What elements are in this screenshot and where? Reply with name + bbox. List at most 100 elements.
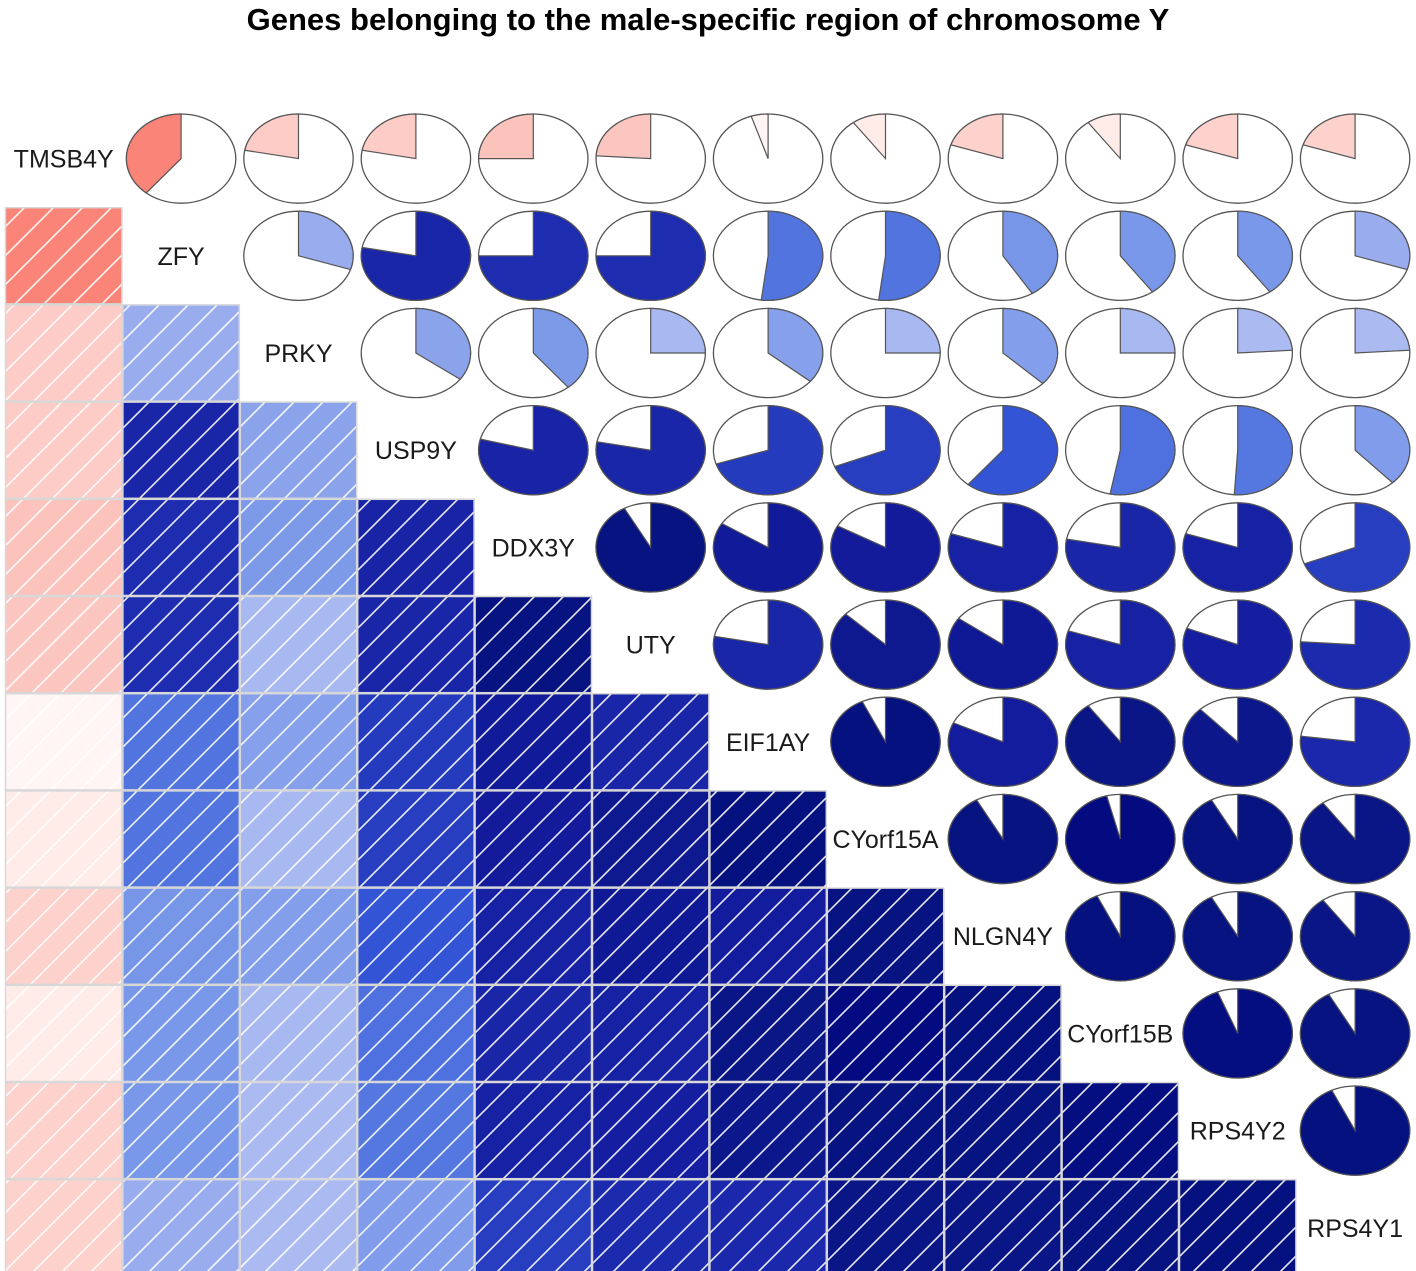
pie-slice (1065, 793, 1176, 885)
shade-cell-cyorf15b-prky (239, 984, 358, 1083)
pie-cell-ddx3y-cyorf15a (830, 502, 941, 593)
pie-cell-ddx3y-uty (595, 502, 707, 593)
pie-cell-prky-rps4y1 (1299, 307, 1411, 399)
diagonal-label-cyorf15a: CYorf15A (832, 826, 938, 854)
pie-cell-eif1ay-nlgn4y (947, 696, 1059, 788)
pie-cell-rps4y2-rps4y1 (1299, 1085, 1411, 1176)
pie-slice (1299, 696, 1411, 787)
pie-slice (1237, 307, 1293, 354)
diagonal-label-eif1ay: EIF1AY (726, 729, 811, 757)
shade-cell-rps4y1-cyorf15a (826, 1178, 945, 1271)
pie-slice (1299, 1085, 1411, 1176)
pie-cell-usp9y-cyorf15b (1064, 404, 1176, 496)
pie-slice (297, 210, 354, 271)
shade-cell-usp9y-prky (239, 401, 358, 500)
pie-slice (1237, 210, 1293, 293)
shade-cell-cyorf15a-ddx3y (474, 790, 593, 888)
shade-cell-rps4y1-ddx3y (474, 1178, 593, 1271)
pie-cell-uty-nlgn4y (947, 599, 1059, 690)
pie-slice (1065, 696, 1176, 787)
pie-cell-prky-eif1ay (712, 307, 824, 399)
pie-slice (1354, 307, 1411, 354)
shade-cell-uty-prky (239, 595, 358, 694)
pie-cell-tmsb4y-eif1ay (712, 113, 824, 204)
shade-cell-uty-usp9y (356, 595, 475, 694)
pie-slice (1299, 890, 1411, 982)
pie-slice (830, 502, 941, 593)
pie-slice (595, 113, 652, 160)
pie-slice (947, 599, 1059, 690)
shade-cell-cyorf15a-prky (239, 790, 358, 888)
pie-cell-prky-rps4y2 (1182, 307, 1294, 399)
pie-slice (1182, 502, 1294, 593)
shade-cell-eif1ay-prky (239, 692, 358, 791)
shade-cell-cyorf15b-tmsb4y (4, 984, 123, 1083)
pie-cell-zfy-eif1ay (712, 210, 824, 302)
pie-slice (767, 307, 824, 383)
cells-layer: TMSB4Y ZFY PRKY USP9Y DDX3Y UTY EIF1AY CYorf15A… (4, 113, 1411, 1271)
shade-cell-nlgn4y-prky (239, 887, 358, 986)
pie-slice (947, 793, 1059, 885)
pie-slice (1119, 210, 1176, 293)
shade-cell-cyorf15a-tmsb4y (4, 790, 123, 888)
pie-cell-nlgn4y-rps4y1 (1299, 890, 1411, 982)
pie-cell-usp9y-uty (595, 404, 707, 496)
shade-cell-nlgn4y-cyorf15a (826, 887, 945, 986)
pie-slice (1302, 113, 1356, 160)
shade-cell-cyorf15b-nlgn4y (943, 984, 1062, 1083)
pie-slice (1087, 113, 1121, 161)
shade-cell-cyorf15a-usp9y (356, 790, 475, 888)
pie-cell-nlgn4y-rps4y2 (1182, 890, 1294, 982)
pie-cell-cyorf15a-nlgn4y (947, 793, 1059, 885)
shade-cell-nlgn4y-ddx3y (474, 887, 593, 986)
pie-slice (1354, 404, 1411, 484)
shade-cell-usp9y-tmsb4y (4, 401, 123, 500)
pie-slice (1182, 696, 1293, 787)
pie-slice (1109, 404, 1176, 496)
pie-slice (830, 696, 941, 787)
pie-slice (1182, 988, 1293, 1079)
shade-cell-nlgn4y-uty (591, 887, 710, 986)
shade-cell-rps4y1-zfy (122, 1178, 241, 1271)
pie-cell-cyorf15a-rps4y2 (1182, 793, 1294, 885)
pie-slice (1354, 210, 1411, 271)
shade-cell-nlgn4y-tmsb4y (4, 887, 123, 986)
pie-cell-cyorf15a-cyorf15b (1064, 793, 1176, 885)
shade-cell-cyorf15b-zfy (122, 984, 241, 1083)
shade-cell-usp9y-zfy (122, 401, 241, 500)
pie-slice (1002, 307, 1059, 385)
shade-cell-rps4y1-uty (591, 1178, 710, 1271)
shade-cell-nlgn4y-zfy (122, 887, 241, 986)
diagonal-label-prky: PRKY (264, 340, 332, 368)
pie-cell-usp9y-rps4y2 (1182, 404, 1294, 496)
shade-cell-rps4y1-cyorf15b (1061, 1178, 1180, 1271)
pie-slice (477, 113, 534, 160)
pie-cell-zfy-usp9y (360, 210, 472, 302)
pie-slice (595, 502, 706, 593)
pie-cell-eif1ay-cyorf15b (1064, 696, 1176, 788)
pie-cell-ddx3y-eif1ay (712, 502, 824, 593)
pie-cell-usp9y-cyorf15a (830, 404, 941, 496)
shade-cell-eif1ay-uty (591, 692, 710, 791)
pie-cell-zfy-nlgn4y (947, 210, 1059, 302)
pie-cell-ddx3y-rps4y2 (1182, 502, 1294, 593)
pie-cell-prky-cyorf15a (830, 307, 941, 399)
shade-cell-ddx3y-tmsb4y (4, 498, 123, 597)
pie-cell-prky-ddx3y (477, 307, 589, 399)
pie-slice (1182, 599, 1293, 690)
pie-slice (1233, 404, 1293, 496)
shade-cell-rps4y1-tmsb4y (4, 1178, 123, 1271)
pie-slice (532, 307, 589, 389)
pie-cell-prky-usp9y (360, 307, 472, 399)
shade-cell-cyorf15a-eif1ay (709, 790, 828, 888)
shade-cell-cyorf15b-ddx3y (474, 984, 593, 1083)
shade-cell-rps4y2-usp9y (356, 1081, 475, 1180)
shade-cell-uty-tmsb4y (4, 595, 123, 694)
pie-cell-eif1ay-cyorf15a (830, 696, 941, 788)
pie-cell-nlgn4y-cyorf15b (1064, 890, 1176, 982)
pie-slice (244, 113, 300, 160)
shade-cell-eif1ay-zfy (122, 692, 241, 791)
pie-slice (1303, 502, 1411, 593)
pie-cell-tmsb4y-rps4y1 (1299, 113, 1411, 204)
pie-slice (715, 404, 824, 496)
